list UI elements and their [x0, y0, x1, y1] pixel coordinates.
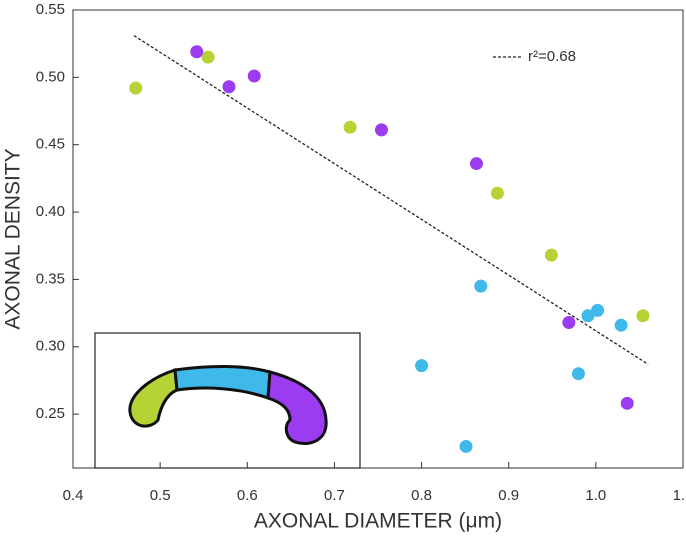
data-point: [129, 81, 143, 95]
y-tick-label: 0.45: [36, 136, 65, 153]
x-axis-title: AXONAL DIAMETER (μm): [254, 510, 502, 533]
region-green: [128, 368, 179, 428]
y-tick-label: 0.25: [36, 405, 65, 422]
data-point: [190, 45, 204, 59]
inset-diagram: [94, 332, 361, 469]
data-point: [201, 50, 215, 64]
data-point: [544, 248, 558, 262]
y-axis-title: AXONAL DENSITY: [2, 148, 25, 329]
data-point: [343, 120, 357, 134]
data-point: [581, 309, 595, 323]
x-tick-label: 0.9: [498, 487, 519, 504]
x-tick-label: 0.6: [237, 487, 258, 504]
legend-label: r²=0.68: [528, 48, 576, 65]
y-tick-label: 0.50: [36, 68, 65, 85]
x-tick-label: 1.1: [673, 487, 686, 504]
x-tick-label: 0.5: [150, 487, 171, 504]
data-point: [636, 309, 650, 323]
y-tick-label: 0.30: [36, 338, 65, 355]
y-tick-label: 0.35: [36, 270, 65, 287]
data-point: [374, 123, 388, 137]
data-point: [614, 318, 628, 332]
x-tick-label: 0.4: [63, 487, 84, 504]
data-point: [571, 367, 585, 381]
data-point: [469, 157, 483, 171]
data-point: [591, 303, 605, 317]
data-point: [247, 69, 261, 83]
x-tick-label: 1.0: [585, 487, 606, 504]
x-tick-label: 0.7: [324, 487, 345, 504]
data-point: [459, 439, 473, 453]
y-tick-label: 0.55: [36, 1, 65, 18]
plot-frame: [72, 9, 684, 469]
y-tick-label: 0.40: [36, 203, 65, 220]
data-point: [415, 359, 429, 373]
data-point: [490, 186, 504, 200]
data-point: [222, 80, 236, 94]
data-point: [562, 316, 576, 330]
trend-line: [133, 35, 649, 365]
region-purple: [266, 370, 328, 445]
data-point: [474, 279, 488, 293]
data-point: [620, 396, 634, 410]
x-tick-label: 0.8: [411, 487, 432, 504]
